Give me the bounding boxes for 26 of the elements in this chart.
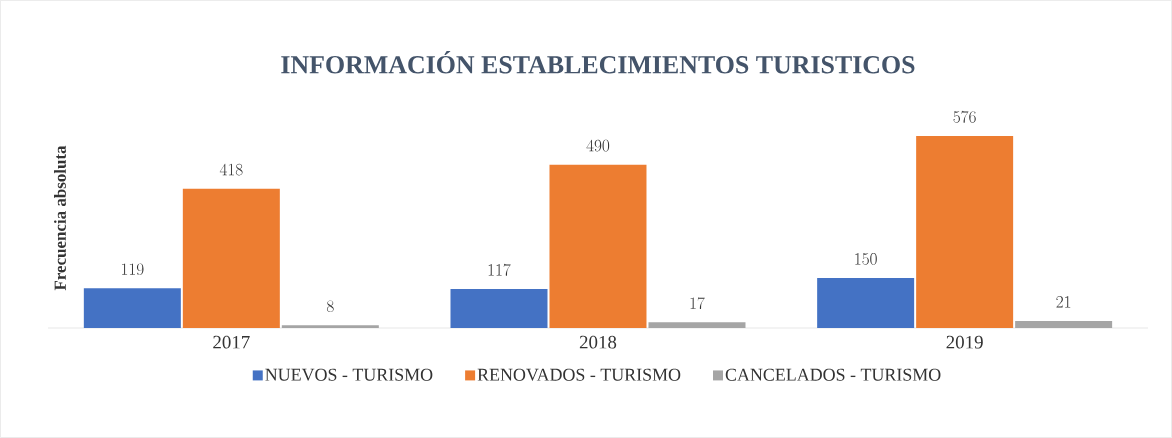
chart-title: INFORMACIÓN ESTABLECIMIENTOS TURISTICOS [281, 51, 915, 74]
bar [1015, 321, 1113, 328]
data-label: 17 [690, 297, 705, 310]
x-tick-label: 2017 [213, 335, 250, 349]
x-tick-label: 2019 [946, 335, 983, 349]
bar [450, 289, 548, 328]
y-axis-title: Frecuencia absoluta [54, 145, 66, 291]
data-label: 490 [586, 139, 610, 152]
bar [549, 164, 647, 328]
bar [182, 188, 280, 328]
legend-label: CANCELADOS - TURISMO [725, 368, 941, 381]
data-label: 119 [121, 263, 144, 276]
bar [817, 278, 915, 328]
data-label: 150 [855, 253, 877, 265]
bar [648, 322, 746, 328]
data-label: 8 [326, 300, 334, 313]
data-label: 21 [1056, 296, 1071, 308]
legend-label: NUEVOS - TURISMO [265, 368, 433, 381]
legend-label: RENOVADOS - TURISMO [477, 368, 681, 381]
x-tick-label: 2018 [579, 335, 617, 349]
data-label: 576 [953, 110, 976, 123]
bar [83, 288, 181, 328]
bar [281, 325, 379, 328]
data-label: 418 [219, 163, 243, 176]
bar [916, 136, 1014, 328]
data-label: 117 [488, 263, 511, 276]
